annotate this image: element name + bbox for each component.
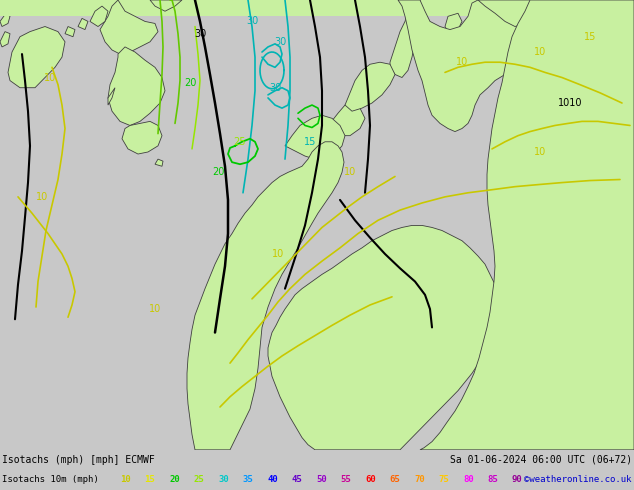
Polygon shape bbox=[0, 0, 634, 11]
Text: 80: 80 bbox=[463, 475, 474, 485]
Text: Sa 01-06-2024 06:00 UTC (06+72): Sa 01-06-2024 06:00 UTC (06+72) bbox=[450, 455, 632, 465]
Text: 10: 10 bbox=[120, 475, 131, 485]
Polygon shape bbox=[330, 103, 365, 136]
Text: 10: 10 bbox=[272, 249, 284, 259]
Polygon shape bbox=[108, 47, 165, 125]
Text: ©weatheronline.co.uk: ©weatheronline.co.uk bbox=[524, 475, 632, 485]
Text: 30: 30 bbox=[194, 28, 206, 39]
Polygon shape bbox=[78, 18, 88, 29]
Polygon shape bbox=[187, 142, 344, 450]
Text: 10: 10 bbox=[44, 73, 56, 82]
Text: 65: 65 bbox=[389, 475, 400, 485]
Polygon shape bbox=[65, 26, 75, 37]
Text: 15: 15 bbox=[584, 32, 596, 42]
Text: 70: 70 bbox=[414, 475, 425, 485]
Polygon shape bbox=[420, 26, 440, 49]
Text: 45: 45 bbox=[292, 475, 302, 485]
Text: 10: 10 bbox=[534, 47, 546, 57]
Text: 90: 90 bbox=[512, 475, 523, 485]
Polygon shape bbox=[268, 225, 498, 450]
Text: 20: 20 bbox=[169, 475, 180, 485]
Text: 30: 30 bbox=[274, 37, 286, 47]
Polygon shape bbox=[420, 0, 634, 450]
Text: 1010: 1010 bbox=[558, 98, 582, 108]
Text: 35: 35 bbox=[242, 475, 253, 485]
Polygon shape bbox=[0, 32, 10, 47]
Text: 30: 30 bbox=[269, 83, 281, 93]
Polygon shape bbox=[108, 88, 115, 105]
Text: 25: 25 bbox=[193, 475, 204, 485]
Text: 20: 20 bbox=[212, 168, 224, 177]
Polygon shape bbox=[478, 0, 545, 26]
Text: 85: 85 bbox=[488, 475, 498, 485]
Text: 50: 50 bbox=[316, 475, 327, 485]
Text: 10: 10 bbox=[456, 57, 468, 67]
Polygon shape bbox=[398, 0, 525, 132]
Text: 55: 55 bbox=[340, 475, 351, 485]
Text: 10: 10 bbox=[534, 147, 546, 157]
Polygon shape bbox=[0, 0, 634, 16]
Text: 30: 30 bbox=[246, 17, 258, 26]
Text: 75: 75 bbox=[439, 475, 450, 485]
Text: Isotachs 10m (mph): Isotachs 10m (mph) bbox=[2, 475, 99, 485]
Polygon shape bbox=[445, 13, 462, 32]
Polygon shape bbox=[150, 0, 182, 11]
Polygon shape bbox=[285, 115, 345, 159]
Text: 10: 10 bbox=[36, 192, 48, 202]
Polygon shape bbox=[390, 0, 420, 77]
Polygon shape bbox=[122, 122, 162, 154]
Polygon shape bbox=[8, 26, 65, 88]
Text: 15: 15 bbox=[145, 475, 155, 485]
Text: 60: 60 bbox=[365, 475, 376, 485]
Text: 40: 40 bbox=[267, 475, 278, 485]
Text: 30: 30 bbox=[218, 475, 229, 485]
Text: 20: 20 bbox=[184, 77, 196, 88]
Polygon shape bbox=[100, 0, 158, 54]
Polygon shape bbox=[0, 13, 10, 26]
Text: Isotachs (mph) [mph] ECMWF: Isotachs (mph) [mph] ECMWF bbox=[2, 455, 155, 465]
Text: 10: 10 bbox=[149, 304, 161, 314]
Polygon shape bbox=[90, 6, 108, 26]
Text: 15: 15 bbox=[304, 137, 316, 147]
Polygon shape bbox=[155, 159, 163, 166]
Polygon shape bbox=[345, 62, 395, 111]
Text: 25: 25 bbox=[234, 137, 246, 147]
Text: 10: 10 bbox=[344, 168, 356, 177]
